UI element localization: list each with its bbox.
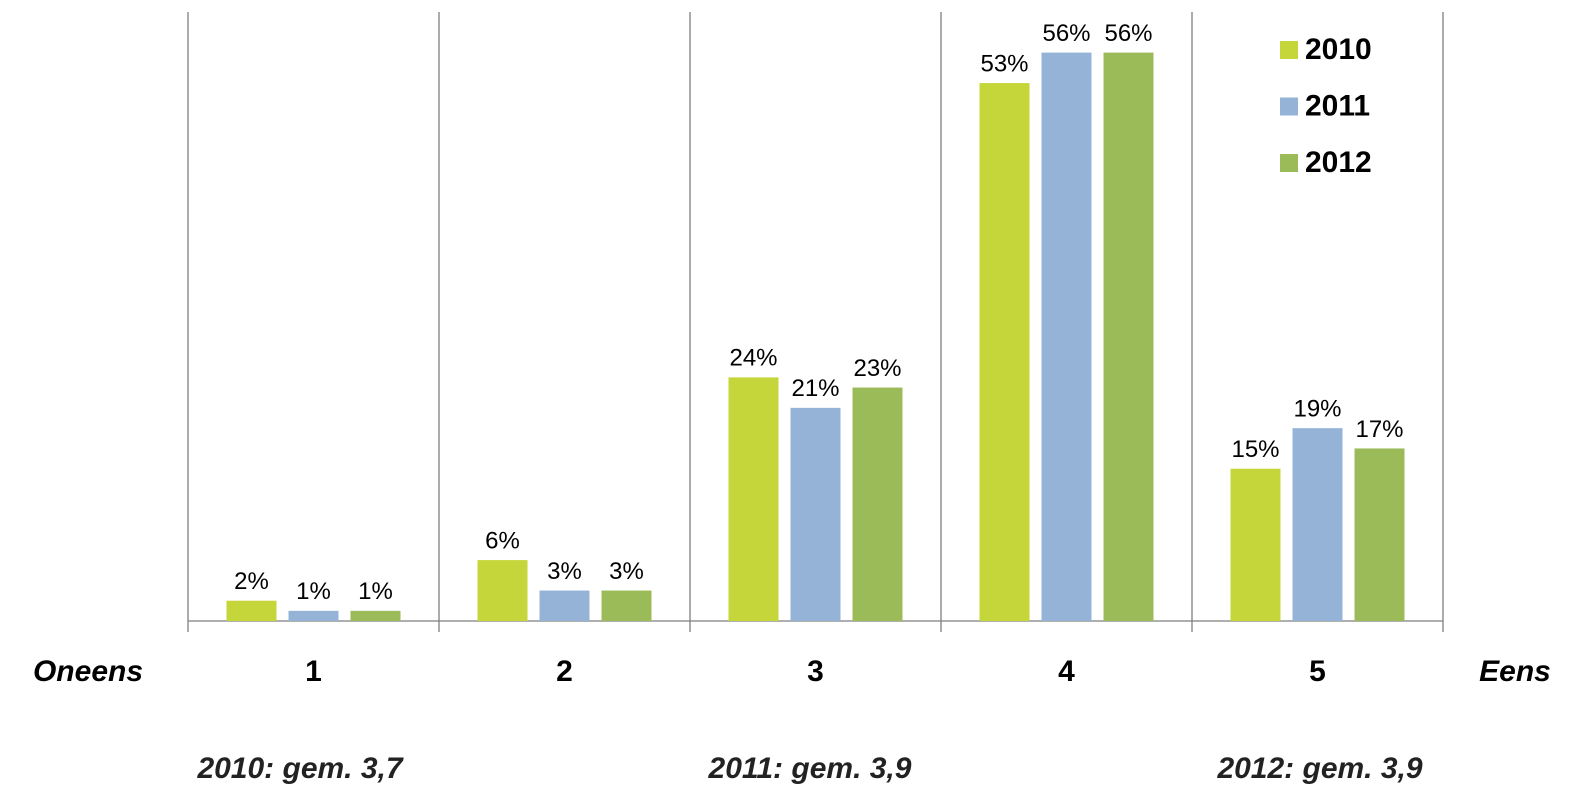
value-label: 6% [485, 527, 520, 554]
value-label: 3% [609, 558, 644, 585]
bar [979, 83, 1030, 622]
bar [226, 600, 277, 621]
bar [288, 610, 339, 621]
bar [350, 610, 401, 621]
bar [477, 560, 528, 621]
x-tick-label: 2 [556, 655, 573, 688]
note: 2012: gem. 3,9 [1216, 752, 1422, 785]
value-label: 21% [791, 375, 839, 402]
value-label: 17% [1355, 416, 1403, 443]
value-label: 2% [234, 568, 269, 595]
bar [1354, 448, 1405, 621]
legend-label: 2012 [1305, 146, 1372, 179]
value-label: 19% [1293, 395, 1341, 422]
x-tick-label: 4 [1058, 655, 1075, 688]
value-label: 53% [980, 50, 1028, 77]
bar [728, 377, 779, 621]
legend-swatch [1280, 154, 1298, 172]
note: 2011: gem. 3,9 [708, 752, 912, 785]
x-tick-label: 1 [305, 655, 322, 688]
bar [1041, 52, 1092, 622]
value-label: 15% [1231, 436, 1279, 463]
axis-left-label: Oneens [33, 655, 143, 688]
value-label: 1% [296, 578, 331, 605]
bar [790, 407, 841, 621]
bar [601, 590, 652, 621]
value-label: 3% [547, 558, 582, 585]
value-label: 56% [1104, 20, 1152, 47]
axis-right-label: Eens [1479, 655, 1551, 688]
value-label: 1% [358, 578, 393, 605]
bar [1292, 428, 1343, 621]
legend-label: 2010 [1305, 33, 1372, 66]
bar [1103, 52, 1154, 622]
bar [539, 590, 590, 621]
bar [1230, 468, 1281, 621]
legend-label: 2011 [1305, 89, 1370, 122]
note: 2010: gem. 3,7 [196, 752, 403, 785]
bar [852, 387, 903, 621]
legend-swatch [1280, 41, 1298, 59]
value-label: 24% [729, 345, 777, 372]
value-label: 23% [853, 355, 901, 382]
x-tick-label: 5 [1309, 655, 1326, 688]
value-label: 56% [1042, 20, 1090, 47]
x-tick-label: 3 [807, 655, 824, 688]
legend-swatch [1280, 97, 1298, 116]
